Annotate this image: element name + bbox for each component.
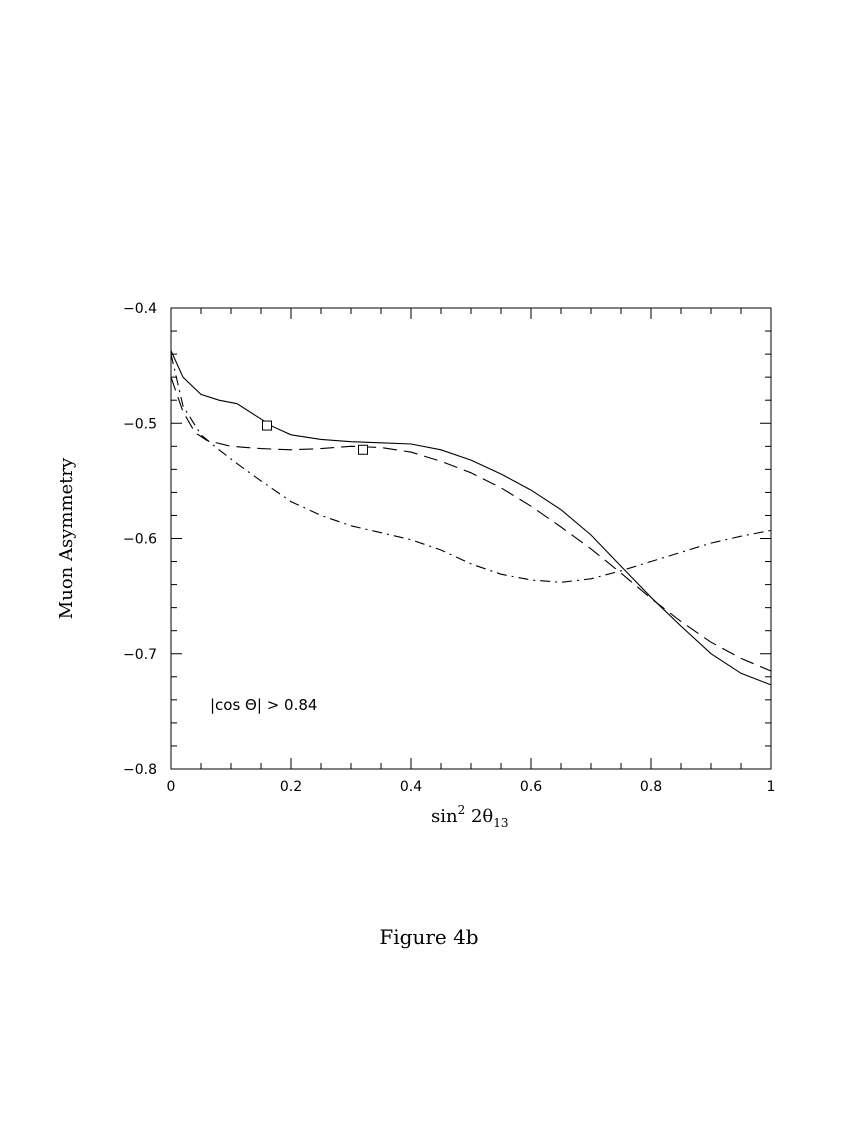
y-tick-label: −0.7 [123, 647, 157, 663]
x-tick-label: 0.4 [400, 779, 422, 795]
x-axis-label-sup: 2 [458, 803, 466, 817]
y-tick-label: −0.5 [123, 416, 157, 432]
x-axis-label: sin2 2θ13 [431, 803, 509, 830]
annotation-label: |cos Θ| > 0.84 [210, 696, 317, 714]
series-line-dash-dot [170, 353, 772, 583]
x-tick-label: 0.8 [640, 779, 662, 795]
x-tick-label: 0.2 [280, 779, 302, 795]
y-tick-label: −0.4 [123, 301, 157, 317]
x-tick-label: 0 [167, 779, 176, 795]
y-tick-label: −0.6 [123, 532, 157, 548]
tick-labels: 0 0.2 0.4 0.6 0.8 1 −0.8 −0.7 −0.6 −0.5 −0.4 [123, 301, 775, 795]
x-axis-label-mid: 2θ [465, 806, 493, 827]
square-marker [358, 444, 368, 455]
figure-caption: Figure 4b [379, 925, 479, 949]
x-axis-label-main: sin [431, 806, 458, 827]
x-axis-label-sub: 13 [493, 816, 508, 830]
y-axis-label: Muon Asymmetry [56, 457, 77, 619]
square-marker [262, 420, 272, 431]
series-line-dashed [170, 377, 772, 672]
x-tick-label: 0.6 [520, 779, 542, 795]
chart: 0 0.2 0.4 0.6 0.8 1 −0.8 −0.7 −0.6 −0.5 −0.4 |cos … [56, 301, 775, 830]
series-group [170, 350, 772, 686]
series-line-solid [170, 350, 772, 686]
x-tick-label: 1 [767, 779, 776, 795]
y-tick-label: −0.8 [123, 762, 157, 778]
axis-ticks [170, 307, 772, 770]
